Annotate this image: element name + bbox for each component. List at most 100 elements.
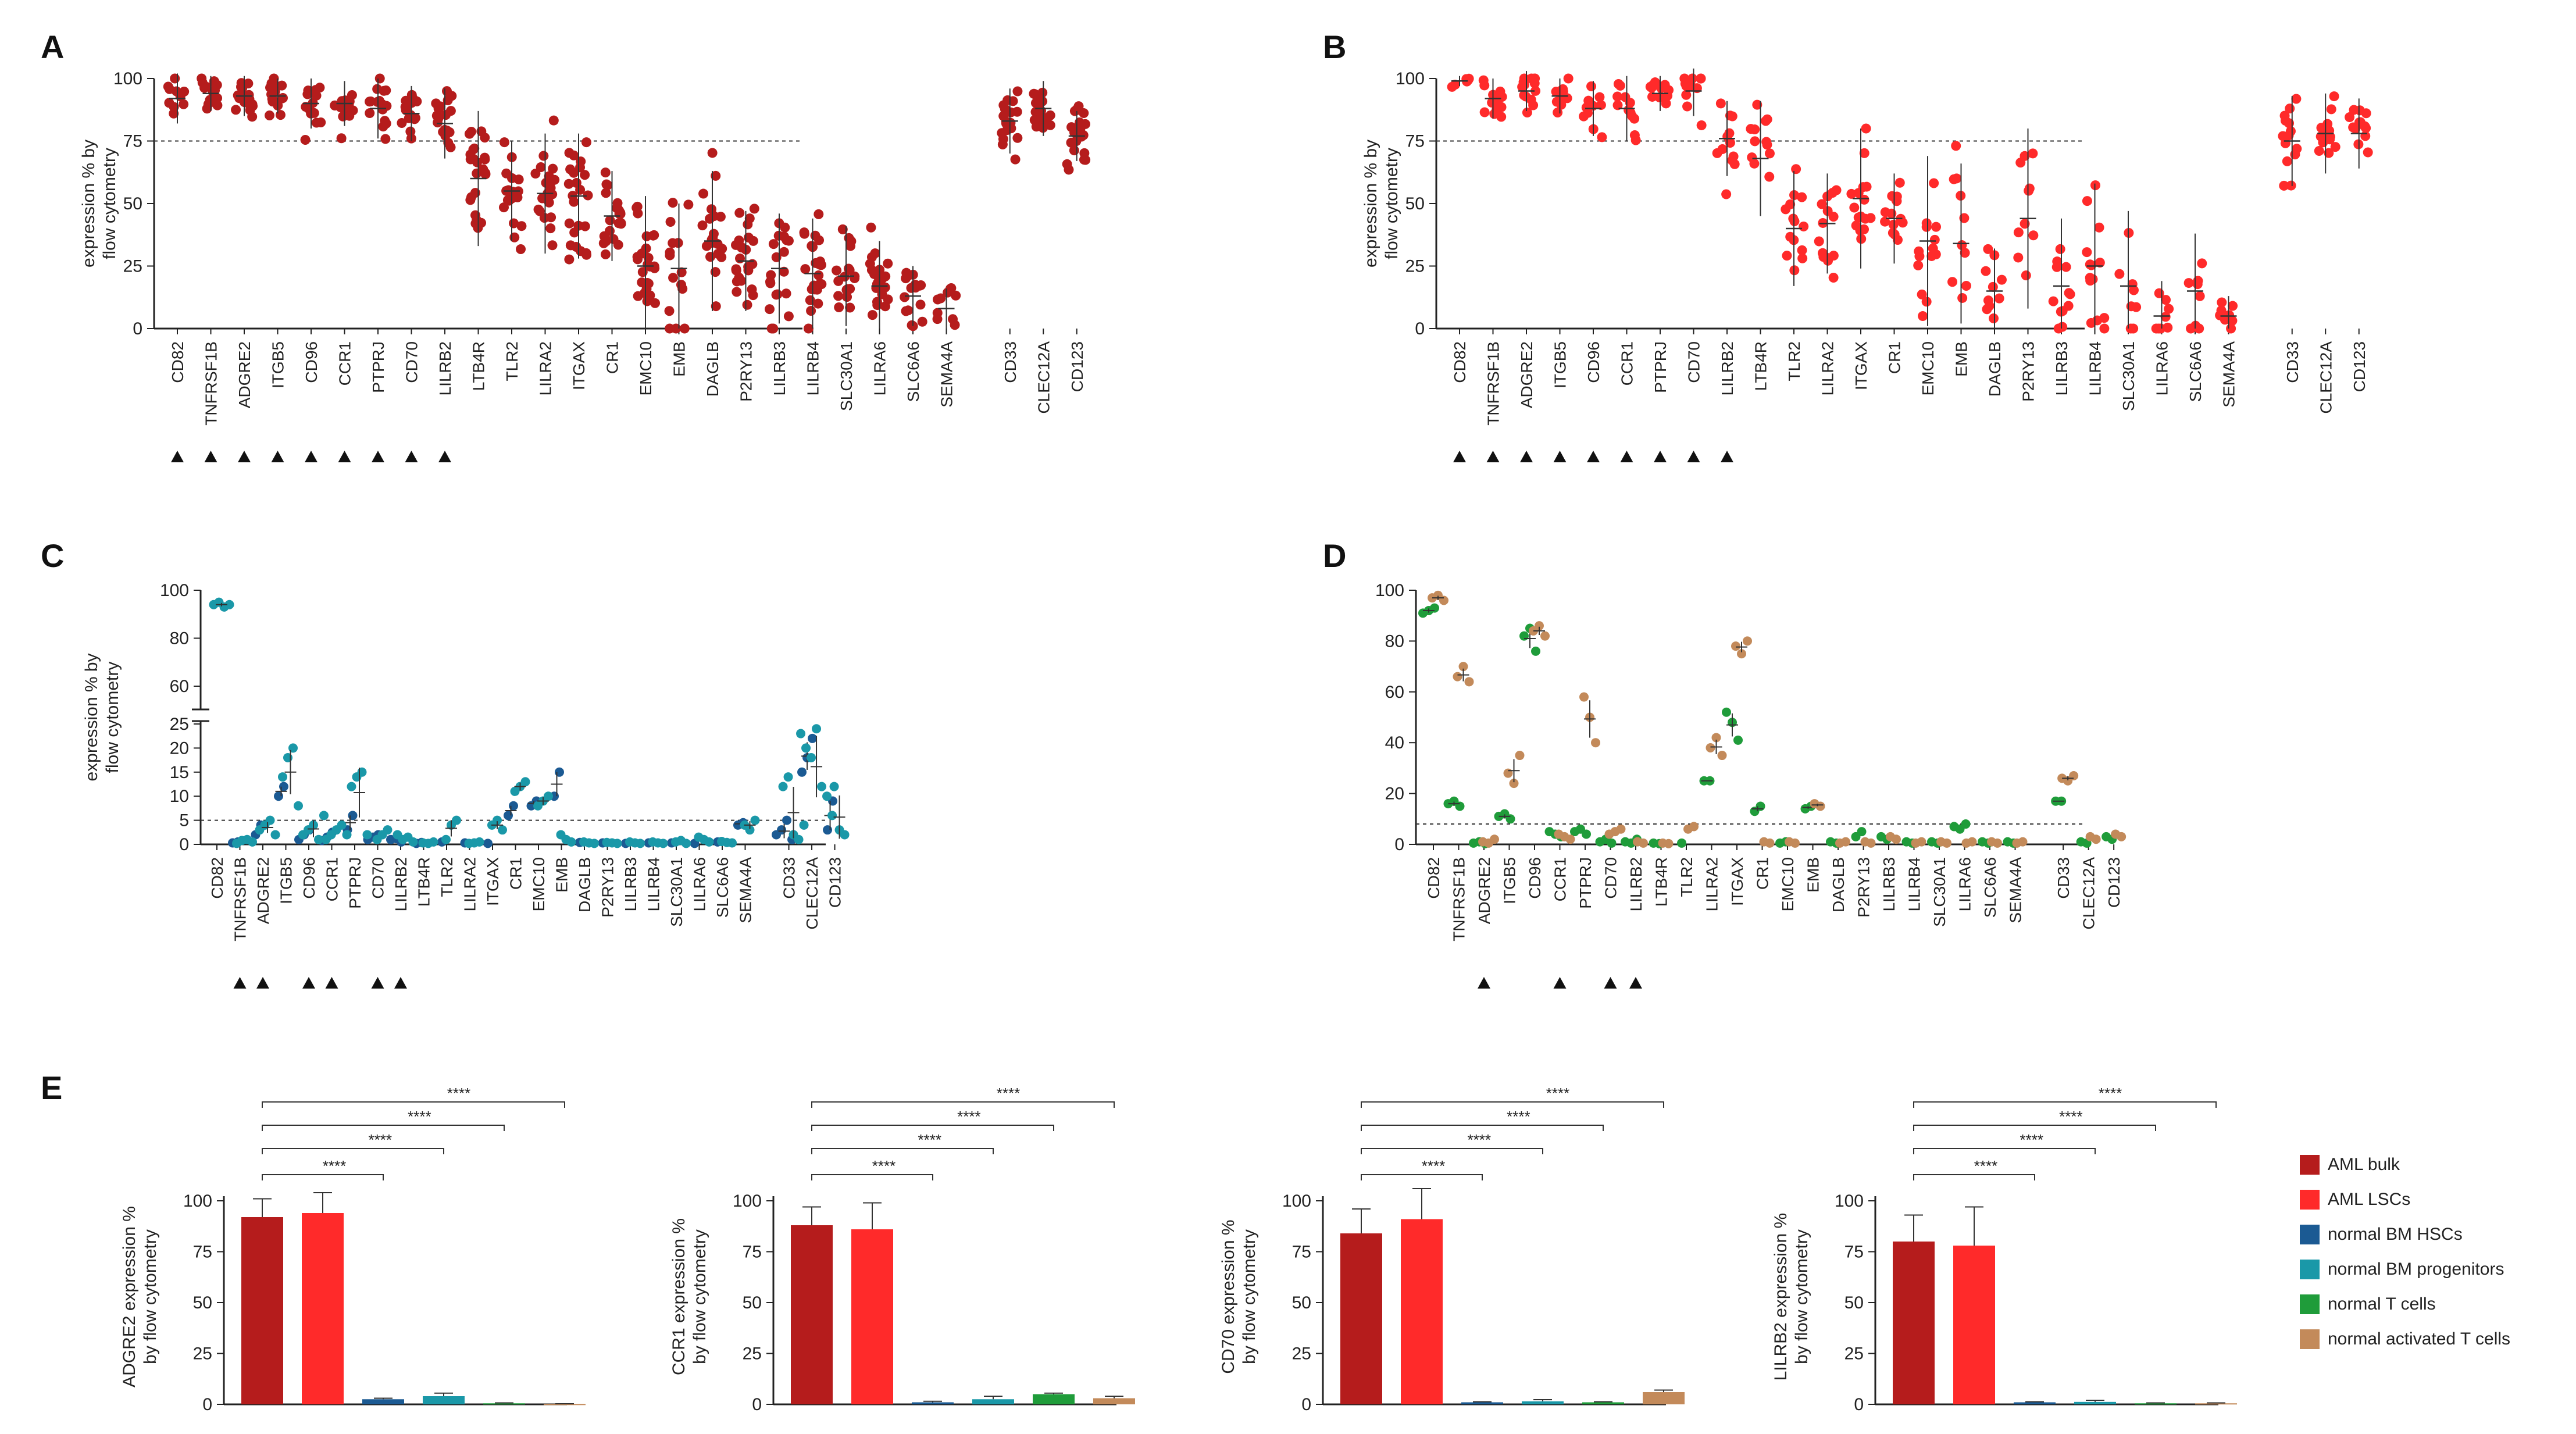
- panel-E1: E 0 25 50 75 100 ADGRE2 expression % by flow cy…: [41, 1069, 586, 1414]
- y-tick-label: 100: [160, 581, 189, 600]
- x-tick-label: SLC30A1: [2120, 341, 2138, 411]
- data-point: [1563, 73, 1574, 84]
- bar: [912, 1402, 954, 1404]
- data-point: [2360, 121, 2370, 131]
- data-point: [441, 834, 451, 844]
- y-tick-label: 0: [179, 835, 189, 854]
- data-point: [814, 270, 824, 280]
- data-point: [1866, 838, 1876, 848]
- data-point: [445, 106, 456, 116]
- data-point: [1996, 274, 2007, 285]
- y-axis-label-line: flow cytometry: [100, 148, 119, 259]
- y-tick-label: 0: [1415, 319, 1425, 338]
- data-point: [1464, 677, 1474, 687]
- data-point: [288, 743, 298, 753]
- x-tick-label: LILRB3: [770, 341, 789, 395]
- bar: [1401, 1219, 1443, 1404]
- data-point: [701, 241, 712, 251]
- data-point: [502, 195, 513, 205]
- panel-label: B: [1323, 28, 1346, 65]
- x-tick-label: P2RY13: [1855, 857, 1873, 918]
- x-tick-label: CD70: [1602, 857, 1620, 899]
- bar: [972, 1399, 1014, 1404]
- data-point: [1750, 124, 1760, 135]
- data-point: [1961, 281, 1971, 291]
- data-point: [747, 284, 757, 295]
- significance-bracket: [1913, 1148, 2096, 1154]
- data-point: [2125, 323, 2136, 334]
- data-point: [1594, 92, 1605, 102]
- data-point: [244, 99, 255, 109]
- x-tick-label: ADGRE2: [236, 341, 254, 408]
- data-point: [2057, 322, 2068, 332]
- data-point: [845, 241, 856, 251]
- data-point: [1982, 304, 1992, 315]
- x-tick-label: LILRB4: [2086, 341, 2104, 395]
- marker-triangle: [171, 451, 184, 462]
- significance-label: ****: [872, 1157, 895, 1175]
- data-point: [768, 239, 779, 249]
- x-tick-label: SLC30A1: [837, 341, 855, 411]
- data-point: [1888, 219, 1899, 230]
- significance-label: ****: [918, 1131, 941, 1148]
- data-point: [917, 316, 927, 327]
- data-point: [1654, 92, 1665, 102]
- x-tick-label: LILRB4: [645, 857, 663, 911]
- data-point: [1529, 73, 1540, 84]
- y-axis-label: expression % by flow cytometry: [1361, 140, 1401, 267]
- data-point: [1846, 188, 1857, 199]
- data-point: [933, 294, 943, 305]
- data-point: [1949, 174, 1959, 184]
- data-point: [365, 108, 375, 119]
- x-tick-label: ITGB5: [277, 857, 295, 904]
- data-point: [727, 838, 737, 848]
- data-point: [1818, 252, 1829, 262]
- x-tick-label: SLC6A6: [713, 857, 732, 918]
- data-point: [265, 815, 275, 825]
- data-point: [1613, 79, 1624, 90]
- data-point: [1917, 837, 1926, 847]
- data-point: [202, 104, 212, 114]
- data-point: [779, 247, 789, 257]
- data-point: [583, 190, 593, 201]
- y-tick-label: 75: [743, 1243, 762, 1262]
- data-point: [383, 825, 393, 835]
- significance-label: ****: [997, 1085, 1020, 1102]
- data-point: [274, 791, 283, 801]
- significance-bracket: [1361, 1101, 1664, 1108]
- data-point: [2028, 230, 2039, 241]
- data-point: [1957, 292, 1968, 303]
- x-tick-label: PTPRJ: [1576, 857, 1594, 909]
- marker-triangle: [271, 451, 284, 462]
- data-point: [951, 290, 961, 301]
- data-point: [1790, 838, 1800, 848]
- data-point: [544, 171, 554, 181]
- bar: [2074, 1401, 2116, 1404]
- x-tick-label: CLEC12A: [1034, 341, 1052, 414]
- y-axis-label-line: ADGRE2 expression %: [120, 1206, 139, 1387]
- y-tick-label: 10: [170, 787, 189, 806]
- data-point: [2085, 276, 2096, 286]
- data-point: [408, 837, 418, 847]
- x-tick-label: CD82: [169, 341, 187, 383]
- x-tick-label: CD96: [302, 341, 320, 383]
- data-point: [1814, 236, 1824, 247]
- data-point: [1914, 246, 1924, 256]
- data-point: [2020, 151, 2030, 161]
- data-point: [564, 148, 575, 158]
- data-point: [2282, 156, 2292, 166]
- data-point: [1764, 148, 1775, 159]
- data-point: [2227, 315, 2238, 326]
- data-point: [2164, 304, 2174, 314]
- data-point: [1880, 207, 1890, 217]
- data-point: [876, 273, 886, 283]
- legend-item-bm-hsc: normal BM HSCs: [2300, 1225, 2463, 1244]
- data-point: [1679, 73, 1690, 84]
- x-tick-label: CD70: [403, 341, 421, 383]
- data-point: [781, 288, 791, 299]
- significance-label: ****: [369, 1131, 392, 1148]
- significance-bracket: [1361, 1125, 1604, 1131]
- data-point: [2086, 260, 2096, 270]
- data-point: [279, 782, 288, 791]
- data-point: [668, 198, 678, 208]
